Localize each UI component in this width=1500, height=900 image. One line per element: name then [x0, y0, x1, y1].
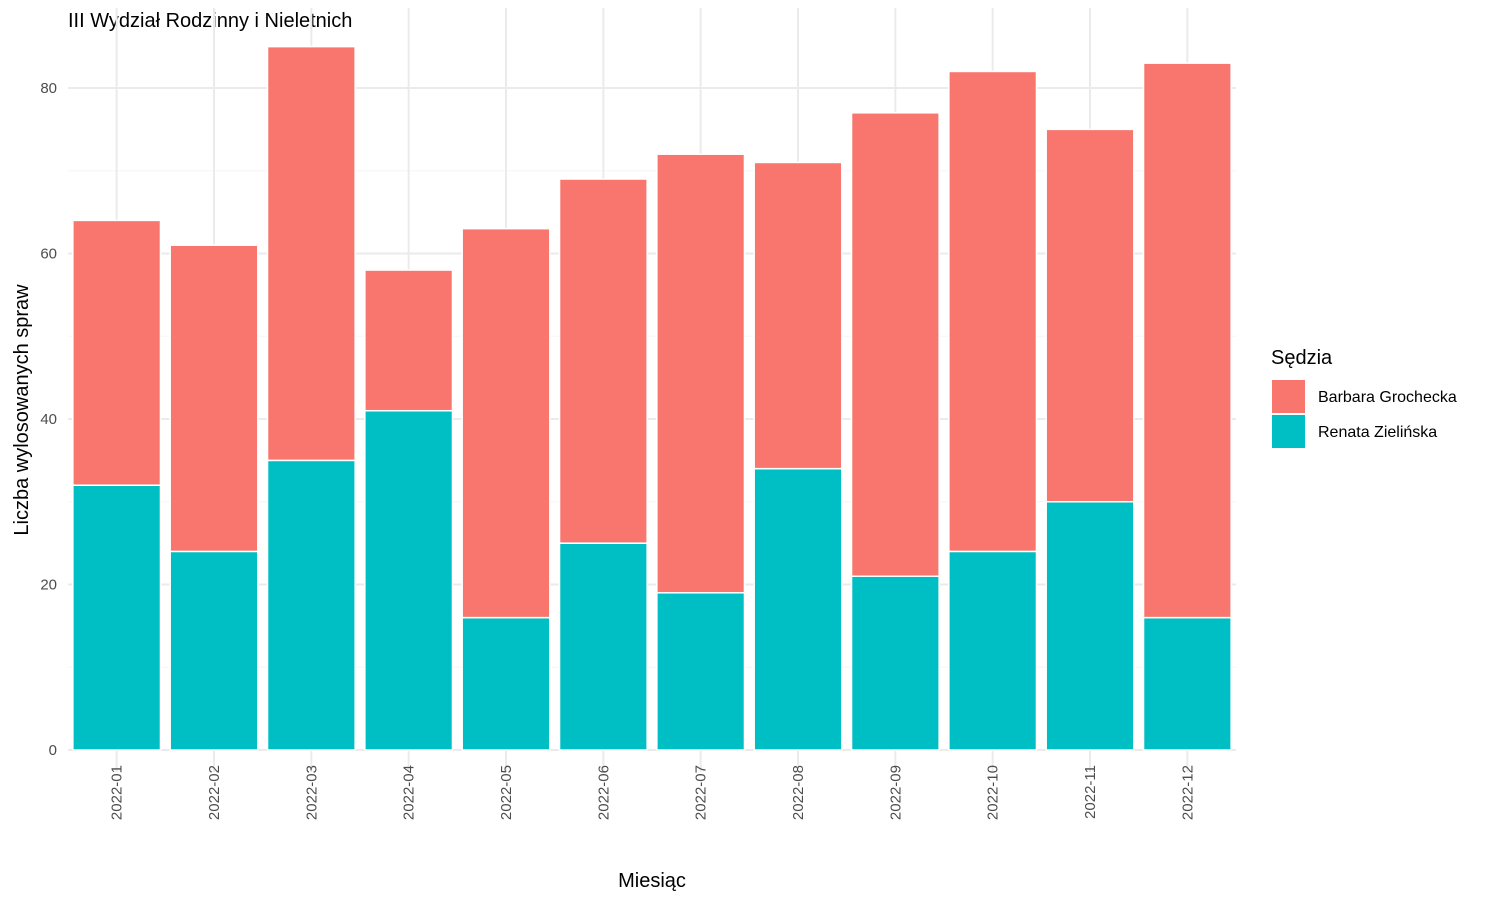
bar-barbara-grochecka-2022-10: [948, 70, 1038, 553]
bar-renata-zielinska-2022-05: [461, 616, 551, 751]
bar-renata-zielinska-2022-10: [948, 550, 1038, 751]
bar-barbara-grochecka-2022-09: [850, 112, 940, 577]
legend-label-barbara-grochecka: Barbara Grochecka: [1318, 389, 1457, 406]
bar-renata-zielinska-2022-12: [1142, 616, 1232, 751]
x-tick-label: 2022-11: [1082, 765, 1099, 819]
y-axis-title: Liczba wylosowanych spraw: [11, 284, 33, 536]
x-tick-label: 2022-08: [790, 765, 807, 820]
bar-renata-zielinska-2022-09: [850, 575, 940, 751]
x-tick-label: 2022-01: [109, 765, 126, 820]
bar-renata-zielinska-2022-01: [72, 484, 162, 751]
bar-barbara-grochecka-2022-01: [72, 219, 162, 486]
x-axis-ticks: 2022-01 2022-02 2022-03 2022-04 2022-05 2022-…: [109, 765, 1197, 820]
x-tick-label: 2022-10: [985, 765, 1002, 820]
bar-renata-zielinska-2022-06: [558, 542, 648, 751]
bar-renata-zielinska-2022-04: [364, 409, 454, 751]
bar-barbara-grochecka-2022-07: [656, 153, 746, 594]
y-tick-label: 60: [40, 246, 57, 263]
legend-swatch-barbara-grochecka: [1272, 380, 1305, 413]
y-tick-label: 80: [40, 80, 57, 97]
bar-barbara-grochecka-2022-06: [558, 178, 648, 544]
x-tick-label: 2022-09: [887, 765, 904, 820]
plot-bars: [72, 45, 1232, 751]
y-axis-ticks: 0 20 40 60 80: [40, 80, 57, 759]
legend-label-renata-zielinska: Renata Zielińska: [1318, 424, 1437, 441]
bar-barbara-grochecka-2022-02: [169, 244, 259, 553]
x-tick-label: 2022-03: [303, 765, 320, 820]
x-tick-label: 2022-06: [595, 765, 612, 820]
bar-barbara-grochecka-2022-12: [1142, 62, 1232, 619]
bar-barbara-grochecka-2022-03: [266, 45, 356, 462]
y-tick-label: 20: [40, 577, 57, 594]
y-tick-label: 0: [49, 742, 57, 759]
bar-barbara-grochecka-2022-04: [364, 269, 454, 412]
bar-barbara-grochecka-2022-05: [461, 227, 551, 619]
x-tick-label: 2022-07: [693, 765, 710, 820]
x-tick-label: 2022-04: [401, 765, 418, 820]
bar-renata-zielinska-2022-08: [753, 467, 843, 751]
bar-barbara-grochecka-2022-08: [753, 161, 843, 470]
x-tick-label: 2022-12: [1179, 765, 1196, 820]
x-tick-label: 2022-02: [206, 765, 223, 820]
y-tick-label: 40: [40, 411, 57, 428]
bar-renata-zielinska-2022-02: [169, 550, 259, 751]
bar-renata-zielinska-2022-11: [1045, 501, 1135, 751]
bar-barbara-grochecka-2022-11: [1045, 128, 1135, 503]
legend: Sędzia Barbara Grochecka Renata Zielińska: [1271, 347, 1457, 448]
legend-swatch-renata-zielinska: [1272, 415, 1305, 448]
bar-renata-zielinska-2022-07: [656, 592, 746, 751]
chart-title: III Wydział Rodzinny i Nieletnich: [68, 10, 352, 32]
bar-renata-zielinska-2022-03: [266, 459, 356, 751]
x-tick-label: 2022-05: [498, 765, 515, 820]
legend-title: Sędzia: [1271, 347, 1333, 369]
x-axis-title: Miesiąc: [618, 870, 686, 892]
